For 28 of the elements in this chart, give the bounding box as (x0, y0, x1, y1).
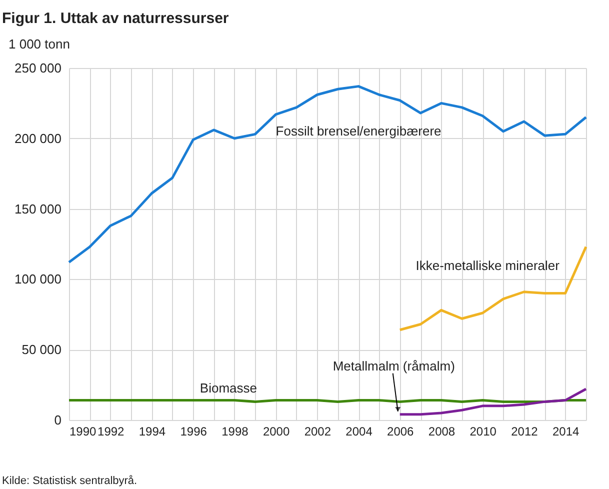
x-tick-label: 1996 (180, 424, 208, 438)
x-tick-label: 2012 (511, 424, 538, 438)
x-tick-label: 2002 (304, 424, 332, 438)
x-tick-label: 1992 (98, 424, 125, 438)
text: Kilde: Statistisk sentralbyrå. (2, 475, 138, 487)
y-tick-label: 50 000 (22, 342, 62, 358)
y-tick-label: 250 000 (14, 60, 62, 76)
x-tick-label: 1994 (138, 424, 166, 438)
y-tick-label: 150 000 (14, 201, 62, 216)
line-series (398, 388, 588, 416)
x-tick-label: 2000 (262, 424, 290, 438)
text: Metallmalm (råmalm) (332, 358, 455, 374)
series-label: Ikke-metalliske mineraler (416, 258, 560, 273)
y-axis-title: 1 000 tonn (8, 36, 70, 52)
x-tick-label: 2004 (346, 424, 373, 438)
y-tick-label: 100 000 (14, 272, 62, 287)
x-tick-label: 1990 (70, 424, 97, 438)
series-label: Biomasse (200, 380, 257, 396)
x-tick-label: 2006 (387, 424, 414, 438)
line-series (398, 246, 588, 332)
y-tick-label: 0 (54, 412, 62, 428)
x-tick-label: 2008 (428, 424, 456, 438)
y-tick-label: 200 000 (14, 130, 62, 146)
chart-title: Figur 1. Uttak av naturressurser (2, 10, 229, 27)
x-tick-label: 2010 (470, 424, 497, 438)
series-label: Fossilt brensel/energibærere (276, 123, 442, 138)
x-tick-label: 2014 (552, 424, 580, 438)
x-tick-label: 1998 (222, 424, 249, 438)
